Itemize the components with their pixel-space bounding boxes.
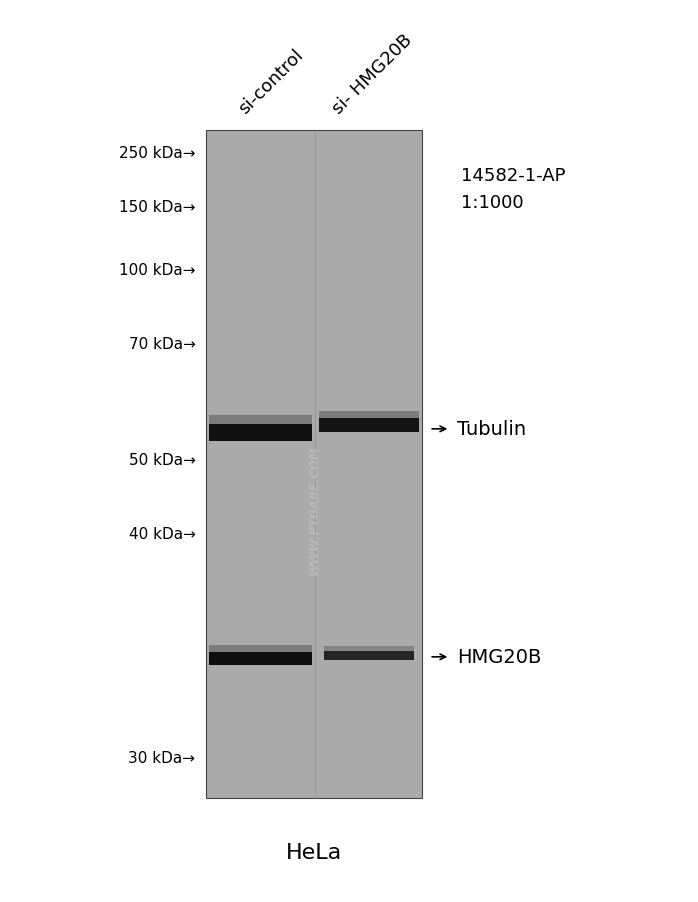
Bar [209, 652, 312, 665]
Text: HeLa: HeLa [286, 842, 342, 862]
Bar [324, 646, 414, 651]
Text: 150 kDa→: 150 kDa→ [119, 200, 195, 215]
Bar [319, 419, 419, 432]
Bar [319, 411, 419, 419]
Text: WWW.PTGABE.COM: WWW.PTGABE.COM [308, 445, 320, 575]
Bar [324, 651, 414, 660]
Bar [209, 416, 312, 425]
Text: Tubulin: Tubulin [457, 419, 526, 439]
Text: 30 kDa→: 30 kDa→ [128, 750, 195, 765]
Text: 50 kDa→: 50 kDa→ [128, 453, 195, 467]
Text: 70 kDa→: 70 kDa→ [128, 337, 195, 352]
Bar [209, 425, 312, 441]
Text: si-control: si-control [235, 46, 307, 117]
Text: 250 kDa→: 250 kDa→ [119, 146, 195, 161]
Bar [209, 645, 312, 652]
Text: 40 kDa→: 40 kDa→ [128, 527, 195, 541]
Text: 14582-1-AP
1:1000: 14582-1-AP 1:1000 [461, 167, 565, 212]
Text: 100 kDa→: 100 kDa→ [119, 263, 195, 278]
Text: HMG20B: HMG20B [457, 648, 542, 667]
Text: si- HMG20B: si- HMG20B [329, 31, 416, 117]
Bar [206, 131, 422, 798]
